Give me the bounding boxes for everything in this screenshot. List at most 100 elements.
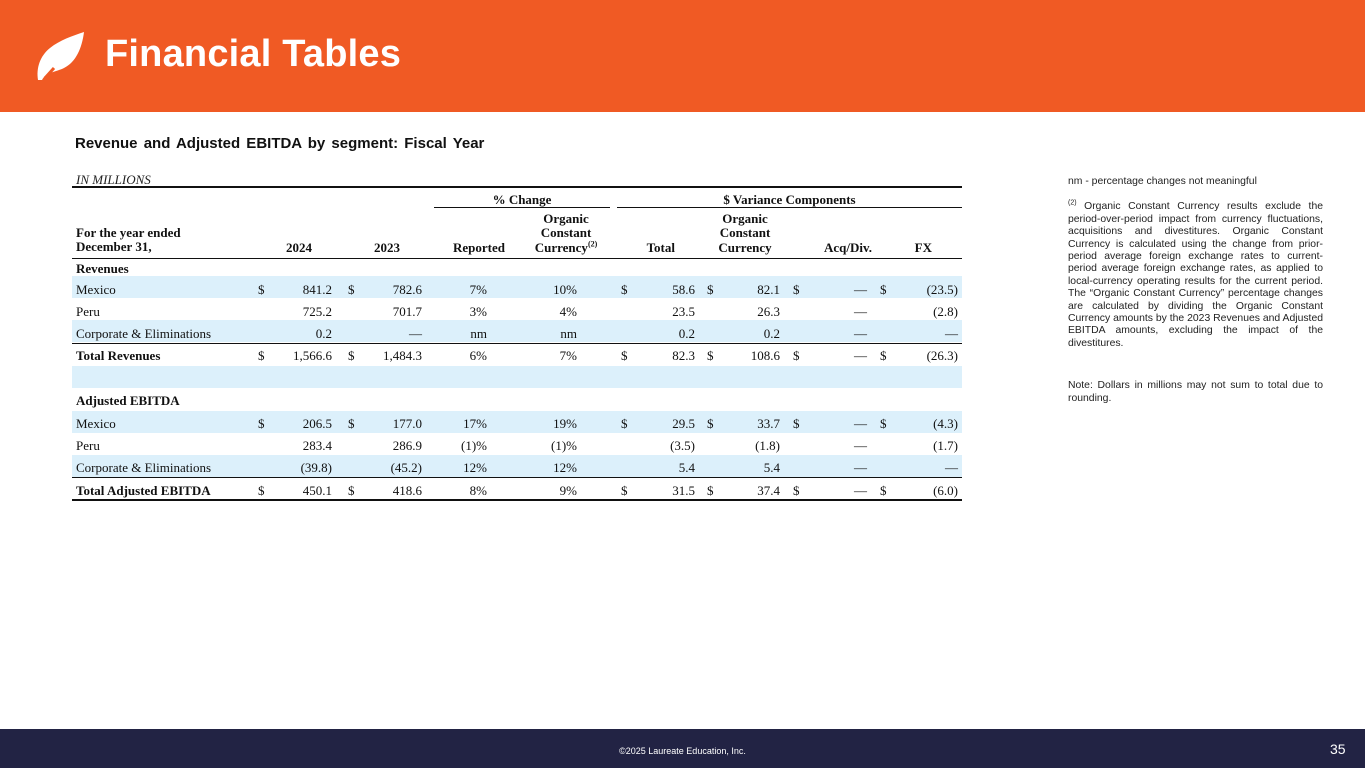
variance-group-header: $ Variance Components <box>723 192 856 207</box>
dollar-sign: $ <box>880 348 887 363</box>
pct-change-group-rule <box>434 207 610 208</box>
value-total: 58.6 <box>672 282 695 297</box>
value-reported: 12% <box>463 460 487 475</box>
footer-bar <box>0 729 1365 768</box>
value-reported: 6% <box>469 348 487 363</box>
value-total: 82.3 <box>672 348 695 363</box>
value-2023: 782.6 <box>392 282 422 297</box>
value-total: 23.5 <box>672 304 695 319</box>
organic-constant-currency-footnote: (2) Organic Constant Currency results ex… <box>1068 199 1323 349</box>
value-2024: (39.8) <box>300 460 332 475</box>
value-occ: 7% <box>559 348 577 363</box>
value-fx: (4.3) <box>933 416 958 431</box>
col-header-occ-line3: Currency(2) <box>534 239 598 255</box>
value-2023: 701.7 <box>392 304 422 319</box>
value-acq-div: — <box>854 438 867 453</box>
col-header-var-occ-line2: Constant <box>719 225 771 240</box>
dollar-sign: $ <box>793 483 800 498</box>
value-2023: 418.6 <box>392 483 422 498</box>
value-occ: 19% <box>553 416 577 431</box>
value-var-occ: (1.8) <box>755 438 780 453</box>
dollar-sign: $ <box>258 282 265 297</box>
dollar-sign: $ <box>707 282 714 297</box>
value-total: 5.4 <box>678 460 695 475</box>
value-acq-div: — <box>854 304 867 319</box>
table-top-rule <box>72 186 962 188</box>
dollar-sign: $ <box>793 282 800 297</box>
value-reported: 17% <box>463 416 487 431</box>
value-var-occ: 26.3 <box>757 304 780 319</box>
dollar-sign: $ <box>621 282 628 297</box>
value-2023: 1,484.3 <box>383 348 422 363</box>
col-header-var-occ-line3: Currency <box>718 240 772 255</box>
value-acq-div: — <box>854 483 867 498</box>
total-rule <box>72 343 962 344</box>
dollar-sign: $ <box>348 416 355 431</box>
row-band <box>72 411 962 433</box>
footnotes-panel: nm - percentage changes not meaningful (… <box>1068 176 1323 417</box>
value-fx: (26.3) <box>926 348 958 363</box>
footnote-2-marker: (2) <box>587 239 598 249</box>
value-2023: — <box>409 326 422 341</box>
col-header-fx: FX <box>914 240 932 255</box>
pct-change-group-header: % Change <box>492 192 552 207</box>
dollar-sign: $ <box>348 348 355 363</box>
nm-note: nm - percentage changes not meaningful <box>1068 176 1257 187</box>
row-label: Peru <box>76 438 100 453</box>
dollar-sign: $ <box>880 282 887 297</box>
col-header-label-line1: For the year ended <box>76 225 181 240</box>
value-2024: 450.1 <box>302 483 332 498</box>
col-header-total: Total <box>646 240 675 255</box>
value-reported: 7% <box>469 282 487 297</box>
table-bottom-rule <box>72 499 962 501</box>
value-2024: 283.4 <box>302 438 332 453</box>
value-occ: nm <box>560 326 577 341</box>
value-var-occ: 5.4 <box>763 460 780 475</box>
dollar-sign: $ <box>707 416 714 431</box>
value-fx: (23.5) <box>926 282 958 297</box>
col-header-reported: Reported <box>453 240 505 255</box>
value-2023: 286.9 <box>392 438 422 453</box>
value-acq-div: — <box>854 460 867 475</box>
financial-table: % Change $ Variance Components For the y… <box>72 186 962 502</box>
dollar-sign: $ <box>880 416 887 431</box>
laureate-leaf-logo <box>37 32 84 80</box>
col-header-occ-line2: Constant <box>540 225 592 240</box>
dollar-sign: $ <box>621 416 628 431</box>
dollar-sign: $ <box>707 483 714 498</box>
header-rule <box>72 258 962 259</box>
value-reported: 8% <box>469 483 487 498</box>
value-acq-div: — <box>854 348 867 363</box>
dollar-sign: $ <box>707 348 714 363</box>
dollar-sign: $ <box>258 483 265 498</box>
row-label: Mexico <box>76 416 116 431</box>
value-var-occ: 108.6 <box>750 348 780 363</box>
col-header-2023: 2023 <box>374 240 400 255</box>
row-label: Corporate & Eliminations <box>76 460 212 475</box>
value-occ: 9% <box>559 483 577 498</box>
value-fx: (2.8) <box>933 304 958 319</box>
value-occ: 10% <box>553 282 577 297</box>
value-var-occ: 82.1 <box>757 282 780 297</box>
value-2024: 1,566.6 <box>293 348 332 363</box>
col-header-acq-div: Acq/Div. <box>823 240 872 255</box>
dollar-sign: $ <box>621 348 628 363</box>
row-label: Total Adjusted EBITDA <box>76 483 211 498</box>
page-title: Financial Tables <box>105 33 402 75</box>
total-rule <box>72 477 962 478</box>
value-fx: (1.7) <box>933 438 958 453</box>
row-band <box>72 320 962 342</box>
dollar-sign: $ <box>258 416 265 431</box>
value-var-occ: 33.7 <box>757 416 780 431</box>
variance-group-rule <box>617 207 962 208</box>
value-acq-div: — <box>854 416 867 431</box>
dollar-sign: $ <box>348 282 355 297</box>
value-occ: 12% <box>553 460 577 475</box>
value-fx: (6.0) <box>933 483 958 498</box>
row-label: Peru <box>76 304 100 319</box>
copyright-text: ©2025 Laureate Education, Inc. <box>619 746 746 756</box>
col-header-occ-line1: Organic <box>543 211 589 226</box>
dollar-sign: $ <box>258 348 265 363</box>
row-label: Total Revenues <box>76 348 161 363</box>
value-total: (3.5) <box>670 438 695 453</box>
